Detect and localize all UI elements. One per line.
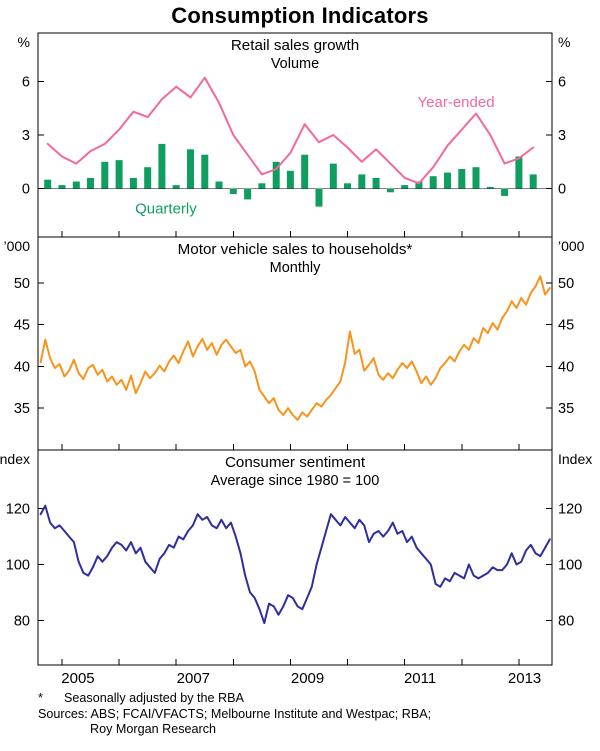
footnote-sources-row: Sources: ABS; FCAI/VFACTS; Melbourne Ins… [38, 707, 578, 723]
panel-subtitle-retail-sales-growth: Volume [271, 56, 319, 72]
panel-title-retail-sales-growth: Retail sales growth [231, 37, 359, 54]
unit-label-left: % [18, 34, 30, 50]
unit-label-left: ’000 [4, 238, 31, 254]
bar-quarterly [101, 161, 109, 189]
unit-label-right: ’000 [558, 238, 585, 254]
ytick-label-left: 100 [6, 557, 30, 573]
footnote-marker: * [38, 691, 43, 705]
line-consumer-sentiment [39, 504, 551, 625]
footnote-sources-line2: Roy Morgan Research [90, 722, 216, 737]
bar-quarterly [401, 185, 409, 189]
footnote-sources-row2: Roy Morgan Research [38, 722, 578, 738]
bar-quarterly [472, 167, 480, 189]
page-title: Consumption Indicators [171, 3, 429, 28]
ytick-label-left: 80 [14, 613, 30, 629]
bar-quarterly [329, 163, 337, 189]
xaxis-year-label: 2009 [291, 670, 324, 687]
line-motor-vehicle-sales [39, 275, 551, 421]
footnotes: * Seasonally adjusted by the RBA Sources… [38, 691, 578, 738]
ytick-label-right: 0 [558, 182, 566, 198]
unit-label-right: % [558, 34, 570, 50]
ytick-label-left: 50 [14, 276, 30, 292]
ytick-label-left: 3 [22, 128, 30, 144]
panel-subtitle-motor-vehicle-sales-to-households-: Monthly [270, 260, 322, 276]
bar-quarterly [258, 183, 266, 189]
bar-quarterly [272, 161, 280, 189]
xaxis-year-label: 2007 [177, 670, 210, 687]
bar-quarterly [429, 176, 437, 189]
panel-title-consumer-sentiment: Consumer sentiment [225, 454, 366, 471]
bar-quarterly [529, 174, 537, 189]
bar-quarterly [386, 188, 394, 193]
bar-quarterly [215, 181, 223, 189]
bar-quarterly [486, 186, 494, 189]
panel-title-motor-vehicle-sales-to-households-: Motor vehicle sales to households* [178, 241, 413, 258]
line-year-ended [46, 76, 535, 185]
ytick-label-right: 100 [558, 557, 582, 573]
bar-quarterly [344, 183, 351, 189]
panel-border-consumer-sentiment [37, 449, 553, 666]
ytick-label-left: 40 [14, 359, 30, 375]
ytick-label-right: 40 [558, 359, 574, 375]
bar-quarterly [129, 177, 137, 189]
bar-quarterly [187, 149, 194, 189]
series-label-year-ended: Year-ended [418, 94, 495, 111]
bar-quarterly [58, 185, 66, 189]
bar-quarterly [115, 160, 123, 189]
footnote-asterisk-text: Seasonally adjusted by the RBA [64, 691, 244, 705]
ytick-label-right: 3 [558, 128, 566, 144]
ytick-label-right: 80 [558, 613, 574, 629]
footnote-sources-line1: Sources: ABS; FCAI/VFACTS; Melbourne Ins… [38, 706, 432, 721]
ytick-label-right: 50 [558, 276, 574, 292]
ytick-label-left: 45 [14, 318, 30, 334]
ytick-label-right: 45 [558, 318, 574, 334]
bar-quarterly [415, 181, 423, 189]
series-label-quarterly: Quarterly [135, 201, 197, 218]
unit-label-right: Index [558, 451, 592, 467]
bar-quarterly [315, 188, 323, 207]
bar-quarterly [144, 167, 152, 189]
bar-quarterly [201, 154, 209, 189]
ytick-label-right: 120 [558, 502, 582, 518]
bar-quarterly [458, 169, 466, 189]
bar-quarterly [501, 188, 509, 196]
xaxis-year-label: 2013 [508, 670, 541, 687]
ytick-label-left: 6 [22, 74, 30, 90]
bar-quarterly [44, 179, 52, 189]
ytick-label-right: 6 [558, 74, 566, 90]
bar-quarterly [358, 174, 366, 189]
bar-quarterly [301, 154, 309, 189]
panel-subtitle-consumer-sentiment: Average since 1980 = 100 [211, 473, 380, 489]
ytick-label-right: 35 [558, 401, 574, 417]
ytick-label-left: 0 [22, 182, 30, 198]
bar-quarterly [244, 188, 252, 200]
bar-quarterly [158, 143, 166, 189]
bar-quarterly [172, 185, 180, 189]
footnote-asterisk-row: * Seasonally adjusted by the RBA [38, 691, 578, 707]
bar-quarterly [286, 170, 294, 189]
bar-quarterly [87, 177, 94, 189]
unit-label-left: Index [0, 451, 30, 467]
bar-quarterly [372, 177, 380, 189]
ytick-label-left: 120 [6, 502, 30, 518]
bar-quarterly [72, 181, 80, 189]
xaxis-year-label: 2011 [404, 670, 436, 687]
bar-quarterly [515, 156, 523, 189]
bar-quarterly [444, 172, 451, 189]
xaxis-year-label: 2005 [61, 670, 94, 687]
bar-quarterly [229, 188, 237, 195]
ytick-label-left: 35 [14, 401, 30, 417]
